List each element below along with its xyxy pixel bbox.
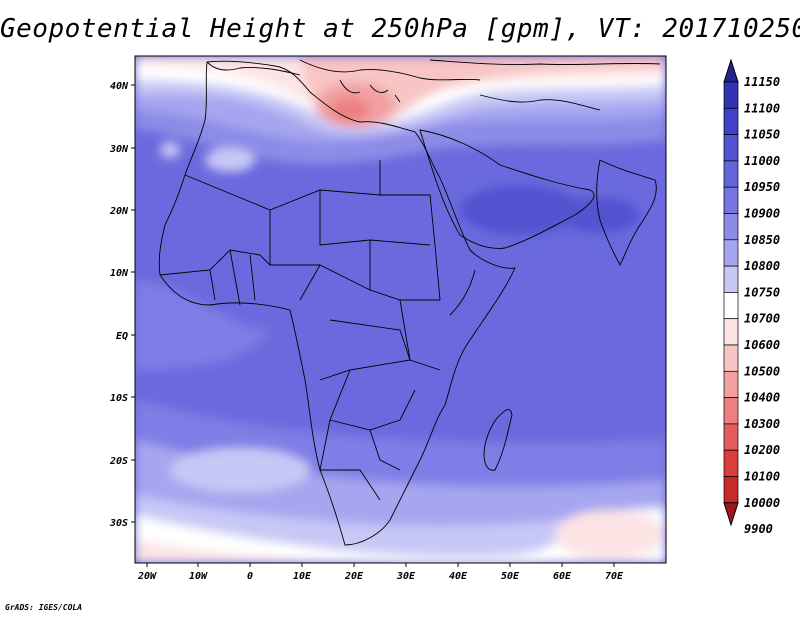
colorbar-label: 10950 (744, 180, 780, 194)
coastlines (158, 59, 661, 546)
lat-label-10n: 10N (110, 268, 129, 279)
colorbar-swatch (723, 476, 739, 504)
colorbar-swatch (723, 160, 739, 188)
colorbar-label: 11000 (744, 154, 780, 168)
colorbar-label: 10500 (744, 364, 780, 378)
colorbar-swatch (723, 239, 739, 267)
colorbar-bottom-arrow (723, 502, 739, 527)
colorbar-label: 10300 (744, 417, 780, 431)
lon-label-60e: 60E (553, 571, 572, 582)
colorbar-swatch (723, 186, 739, 214)
colorbar-swatch (723, 292, 739, 320)
colorbar-label: 11150 (744, 75, 780, 89)
lon-label-20w: 20W (137, 571, 157, 582)
colorbar-label: 10600 (744, 338, 780, 352)
colorbar-label: 10700 (744, 312, 780, 326)
lon-label-0: 0 (247, 571, 253, 582)
colorbar-top-arrow (723, 58, 739, 83)
lon-label-70e: 70E (605, 571, 624, 582)
colorbar-label: 10850 (744, 233, 780, 247)
lon-label-10e: 10E (293, 571, 312, 582)
colorbar: 11150 11100 11050 11000 10950 10900 10850 10800… (723, 58, 780, 536)
colorbar-swatch (723, 81, 739, 109)
map-frame (134, 55, 667, 564)
colorbar-label: 10400 (744, 391, 780, 405)
colorbar-label: 11100 (744, 101, 780, 115)
map-title: Geopotential Height at 250hPa [gpm], VT:… (0, 14, 800, 44)
colorbar-swatch (723, 134, 739, 162)
lat-label-30n: 30N (109, 144, 129, 155)
lon-label-50e: 50E (501, 571, 520, 582)
colorbar-swatch (723, 213, 739, 241)
colorbar-swatch (723, 449, 739, 477)
height-field (135, 56, 666, 563)
colorbar-swatch (723, 344, 739, 372)
colorbar-label: 10000 (744, 496, 780, 510)
credit-label: GrADS: IGES/COLA (5, 603, 83, 612)
colorbar-label: 10100 (744, 470, 780, 484)
lon-label-40e: 40E (449, 571, 468, 582)
colorbar-swatch (723, 423, 739, 451)
colorbar-swatch (723, 397, 739, 425)
colorbar-swatch (723, 265, 739, 293)
colorbar-swatch (723, 107, 739, 135)
lat-label-20s: 20S (109, 456, 128, 467)
colorbar-swatch (723, 318, 739, 346)
colorbar-label: 11050 (744, 128, 780, 142)
colorbar-label: 10200 (744, 443, 780, 457)
lat-label-eq: EQ (116, 331, 128, 342)
lon-label-20e: 20E (344, 571, 364, 582)
lat-tick-marks (131, 84, 135, 523)
lat-label-20n: 20N (109, 206, 129, 217)
colorbar-label: 9900 (744, 522, 773, 536)
colorbar-label: 10750 (744, 285, 780, 299)
lon-label-10w: 10W (189, 571, 208, 582)
colorbar-label: 10900 (744, 207, 780, 221)
lat-label-10s: 10S (110, 393, 128, 404)
lon-label-30e: 30E (396, 571, 416, 582)
lon-tick-marks (146, 563, 615, 567)
lat-label-30s: 30S (109, 518, 128, 529)
colorbar-label: 10800 (744, 259, 780, 273)
colorbar-swatch (723, 370, 739, 398)
lat-label-40n: 40N (110, 81, 129, 92)
